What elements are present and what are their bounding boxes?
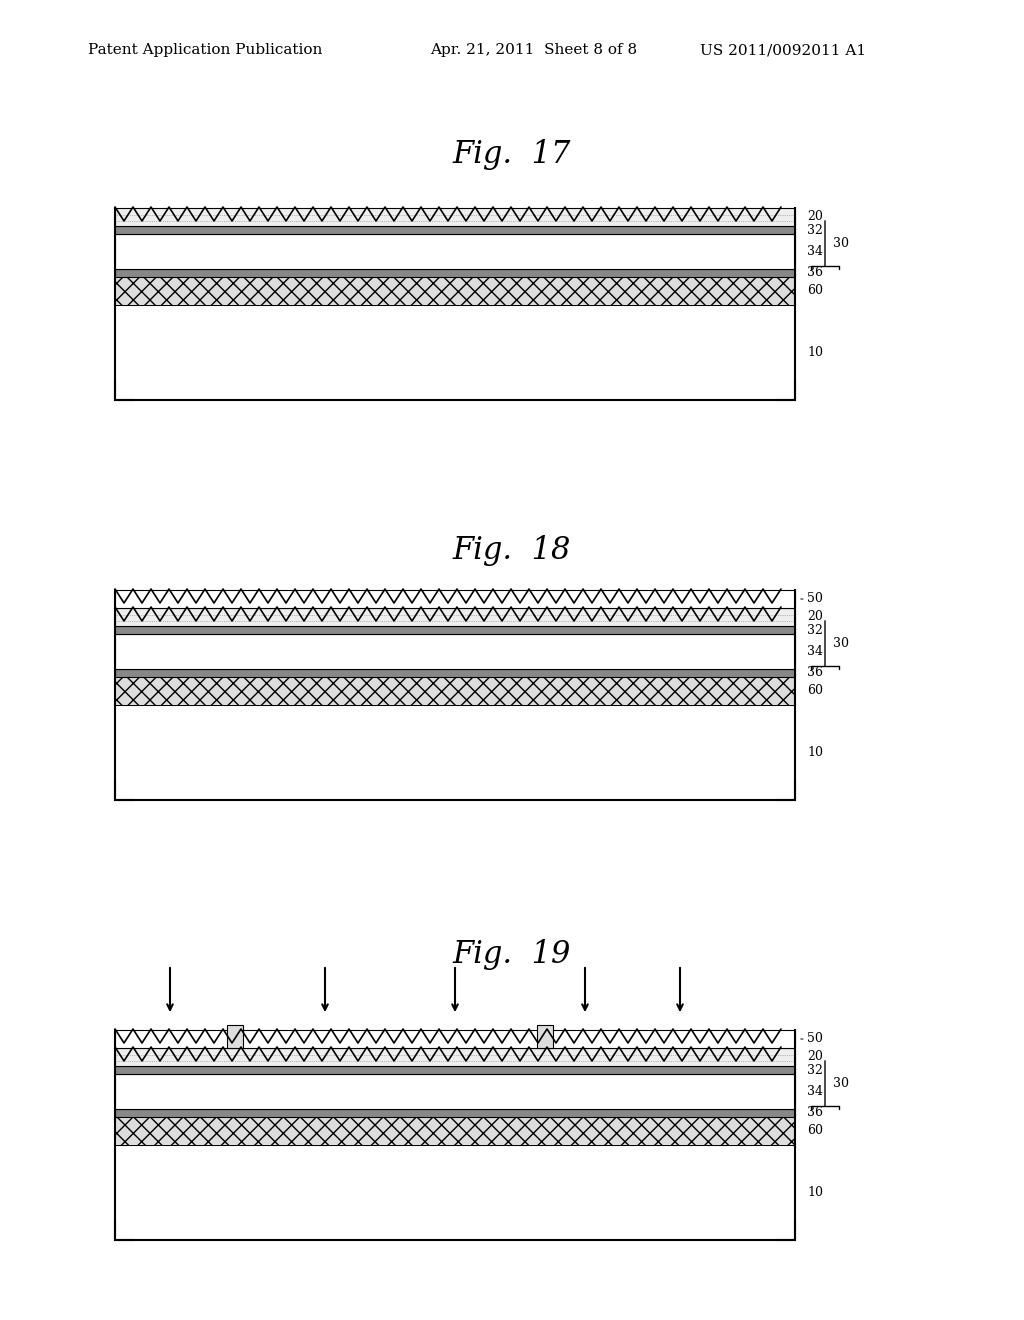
Bar — [115, 669, 795, 677]
Bar — [115, 305, 795, 400]
Text: 30: 30 — [833, 1077, 849, 1090]
Bar — [115, 277, 795, 305]
Text: 34: 34 — [807, 645, 823, 657]
Bar — [115, 626, 795, 634]
Bar — [537, 1026, 553, 1048]
Text: Apr. 21, 2011  Sheet 8 of 8: Apr. 21, 2011 Sheet 8 of 8 — [430, 44, 637, 57]
Text: 34: 34 — [807, 246, 823, 257]
Bar — [115, 609, 795, 626]
Text: 32: 32 — [807, 623, 823, 636]
Text: 10: 10 — [807, 346, 823, 359]
Text: 50: 50 — [807, 1032, 823, 1045]
Bar — [115, 234, 795, 269]
Text: 10: 10 — [807, 746, 823, 759]
Text: 36: 36 — [807, 267, 823, 280]
Bar — [115, 1144, 795, 1239]
Text: 30: 30 — [833, 638, 849, 649]
Text: 60: 60 — [807, 1125, 823, 1138]
Text: Patent Application Publication: Patent Application Publication — [88, 44, 323, 57]
Text: 32: 32 — [807, 1064, 823, 1077]
Text: US 2011/0092011 A1: US 2011/0092011 A1 — [700, 44, 866, 57]
Text: Fig.  17: Fig. 17 — [453, 140, 571, 170]
Bar — [115, 1074, 795, 1109]
Text: 30: 30 — [833, 238, 849, 249]
Bar — [115, 705, 795, 800]
Text: 60: 60 — [807, 285, 823, 297]
Text: 32: 32 — [807, 223, 823, 236]
Bar — [227, 1026, 243, 1048]
Text: 20: 20 — [807, 610, 823, 623]
Bar — [115, 226, 795, 234]
Bar — [115, 634, 795, 669]
Bar — [115, 1109, 795, 1117]
Bar — [115, 590, 795, 609]
Bar — [115, 269, 795, 277]
Text: 10: 10 — [807, 1185, 823, 1199]
Text: 36: 36 — [807, 667, 823, 680]
Bar — [115, 1030, 795, 1048]
Text: 60: 60 — [807, 685, 823, 697]
Bar — [115, 677, 795, 705]
Bar — [115, 1067, 795, 1074]
Text: Fig.  19: Fig. 19 — [453, 940, 571, 970]
Bar — [115, 1048, 795, 1067]
Text: 50: 50 — [807, 593, 823, 606]
Text: Fig.  18: Fig. 18 — [453, 535, 571, 565]
Bar — [115, 1117, 795, 1144]
Text: 34: 34 — [807, 1085, 823, 1098]
Bar — [115, 209, 795, 226]
Text: 20: 20 — [807, 210, 823, 223]
Text: 36: 36 — [807, 1106, 823, 1119]
Text: 20: 20 — [807, 1051, 823, 1064]
